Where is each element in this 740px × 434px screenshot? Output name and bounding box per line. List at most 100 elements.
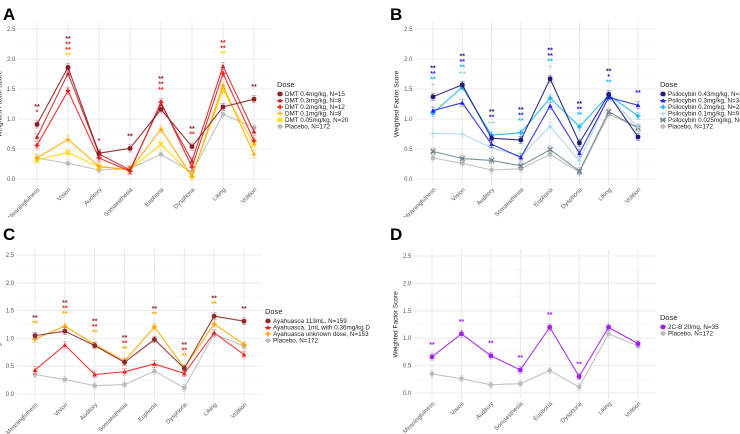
data-point xyxy=(577,158,582,164)
y-tick-label: 2.5 xyxy=(6,253,15,259)
y-tick-label: 0.5 xyxy=(6,364,15,370)
data-point xyxy=(251,138,257,143)
significance-mark: ** xyxy=(606,68,612,75)
significance-mark: ** xyxy=(65,47,71,54)
data-point xyxy=(211,321,217,327)
data-point xyxy=(158,126,164,132)
significance-mark: ** xyxy=(158,76,164,83)
legend-label: Psilocybin 0.1mg/kg, N=9 xyxy=(668,111,740,118)
data-point xyxy=(430,94,436,100)
data-point xyxy=(635,134,641,140)
x-tick-label: Liking xyxy=(212,187,227,202)
x-tick-label: Meaningfulness xyxy=(7,187,41,217)
data-point xyxy=(189,174,195,179)
panel-letter: D xyxy=(390,225,402,244)
legend-label: Placebo, N=172 xyxy=(285,124,330,131)
data-point xyxy=(489,135,494,141)
x-tick-label: Somaesthesia xyxy=(103,187,135,217)
data-point xyxy=(251,152,257,157)
significance-mark: ** xyxy=(32,315,38,322)
legend-item: DMT 0.1mg/kg, N=8 xyxy=(277,111,342,118)
data-point xyxy=(127,146,133,151)
significance-mark: ** xyxy=(189,132,195,139)
data-point xyxy=(577,140,582,146)
x-tick-label: Liking xyxy=(598,187,613,202)
series-line xyxy=(34,332,245,376)
legend-title: Dose xyxy=(265,307,283,316)
y-tick-label: 2.5 xyxy=(404,27,413,33)
data-point xyxy=(488,353,494,359)
legend-label: Ayahuasca 113mL, N=159 xyxy=(273,318,347,325)
significance-mark: ** xyxy=(430,76,436,83)
significance-mark: ** xyxy=(488,341,494,348)
significance-mark: ** xyxy=(158,82,164,89)
series-line xyxy=(34,315,245,370)
legend-item: Psilocybin 0.025mg/kg, N=7 xyxy=(660,117,740,124)
significance-mark: ** xyxy=(65,52,71,59)
x-tick-label: Liking xyxy=(203,402,218,417)
legend-title: Dose xyxy=(660,313,678,322)
y-tick-label: 1.5 xyxy=(403,309,412,315)
significance-mark: ** xyxy=(182,342,188,349)
legend-item: Ayahuasca 113mL, N=159 xyxy=(265,318,347,325)
y-tick-label: 0.0 xyxy=(6,392,15,398)
significance-mark: ** xyxy=(65,36,71,43)
x-tick-label: Euphoria xyxy=(144,187,166,209)
series-line xyxy=(34,323,245,369)
data-point xyxy=(220,104,226,110)
series-0 xyxy=(32,312,247,373)
x-tick-label: Volition xyxy=(624,401,642,419)
chart-panel-a: A 0.0 0.5 1.0 1.5 2.0 2.5 Weighted Factor Score… xyxy=(0,5,349,217)
data-point xyxy=(181,371,187,376)
significance-mark: ** xyxy=(220,40,226,47)
y-tick-label: 2.0 xyxy=(7,57,16,63)
significance-mark: + xyxy=(548,64,552,71)
significance-mark: ** xyxy=(547,53,553,60)
data-point xyxy=(606,92,612,97)
legend-marker xyxy=(265,338,271,343)
legend-marker xyxy=(660,324,666,330)
data-point xyxy=(241,352,247,357)
x-tick-label: Dysphoria xyxy=(165,402,189,426)
y-axis-label: Weighted Factor Score xyxy=(0,70,3,137)
data-point xyxy=(429,354,435,360)
data-point xyxy=(430,148,436,155)
data-point xyxy=(152,324,157,330)
data-point xyxy=(488,382,494,388)
data-point xyxy=(547,324,553,330)
x-tick-label: Vision xyxy=(450,401,466,417)
series-line xyxy=(431,326,639,378)
data-point xyxy=(211,330,217,335)
y-axis-label: Weighted Factor Score xyxy=(392,291,399,358)
data-point xyxy=(241,342,247,347)
data-point xyxy=(34,134,40,139)
data-point xyxy=(189,164,195,170)
data-point xyxy=(62,342,68,347)
x-tick-label: Auditory xyxy=(84,187,104,207)
x-tick-label: Volition xyxy=(624,187,642,205)
legend-label: DMT 0.3mg/kg, N=8 xyxy=(285,98,342,105)
x-tick-label: Auditory xyxy=(476,187,496,207)
legend-label: Ayahuasca unknown dose, N=153 xyxy=(273,331,369,338)
legend-label: Placebo, N=172 xyxy=(273,338,318,345)
significance-mark: ** xyxy=(577,106,583,113)
x-tick-label: Vision xyxy=(54,402,70,418)
legend-label: Psilocybin 0.3mg/kg, N=34 xyxy=(668,98,740,105)
x-tick-label: Vision xyxy=(57,187,73,203)
data-point xyxy=(65,149,71,156)
data-point xyxy=(635,102,641,108)
data-point xyxy=(488,157,495,164)
data-point xyxy=(158,141,164,148)
legend-marker xyxy=(277,104,283,110)
legend-item: Psilocybin 0.2mg/kg, N=22 xyxy=(660,104,740,111)
legend-label: Ayahuasca, 1mL with 0.36mg/kg DMT, N=39 xyxy=(273,325,370,332)
legend-title: Dose xyxy=(277,80,295,89)
legend-marker xyxy=(277,91,283,97)
significance-mark: ** xyxy=(547,47,553,54)
data-point xyxy=(189,158,195,163)
significance-mark: ** xyxy=(518,355,524,362)
significance-mark: ** xyxy=(62,311,68,318)
y-tick-label: 0.5 xyxy=(7,147,16,153)
series-line xyxy=(432,86,639,136)
y-tick-label: 2.5 xyxy=(7,27,16,33)
